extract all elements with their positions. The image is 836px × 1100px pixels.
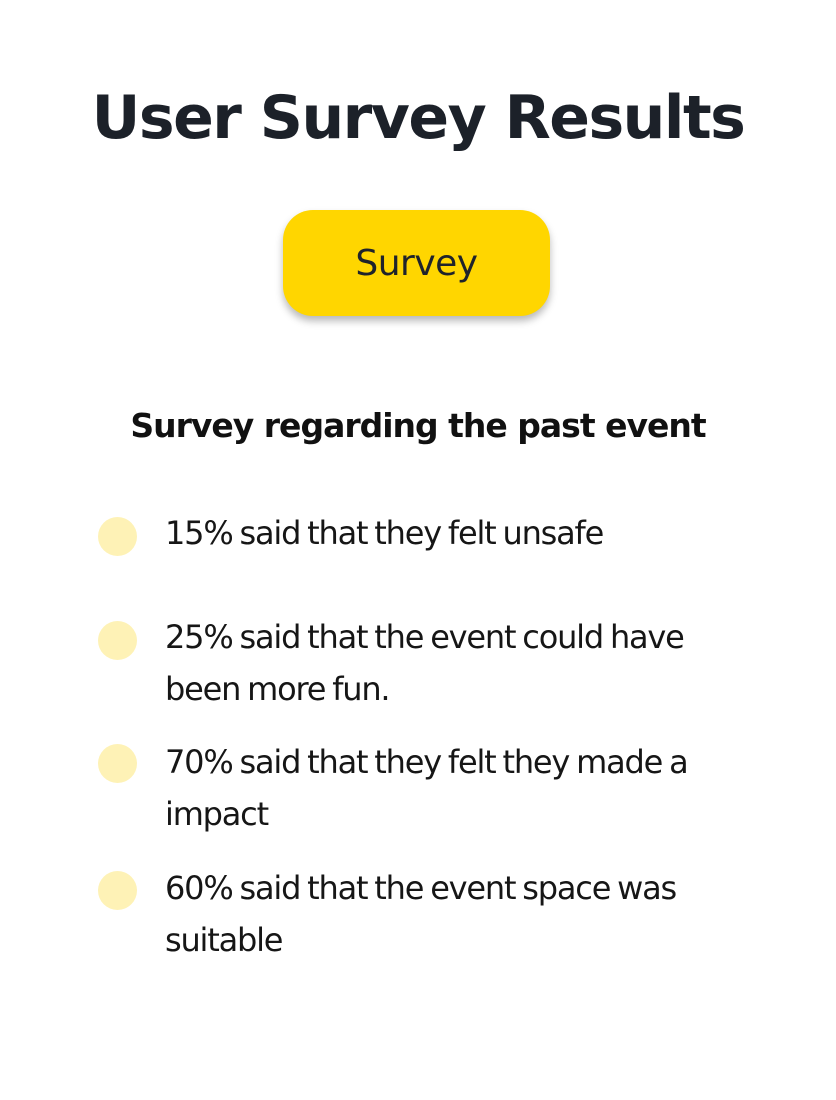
bullet-dot-icon bbox=[98, 871, 137, 910]
result-text: 15% said that they felt unsafe bbox=[165, 514, 604, 552]
result-text: 25% said that the event could have been … bbox=[165, 618, 685, 708]
result-text: 70% said that they felt they made a impa… bbox=[165, 743, 689, 833]
section-heading: Survey regarding the past event bbox=[130, 406, 706, 445]
bullet-dot-icon bbox=[98, 517, 137, 556]
list-item: 15% said that they felt unsafe bbox=[96, 507, 776, 617]
bullet-dot-icon bbox=[98, 621, 137, 660]
survey-button-label: Survey bbox=[355, 242, 478, 284]
page-title: User Survey Results bbox=[91, 83, 746, 153]
list-item: 25% said that the event could have been … bbox=[96, 611, 776, 721]
bullet-dot-icon bbox=[98, 744, 137, 783]
result-text: 60% said that the event space was suitab… bbox=[165, 869, 677, 959]
survey-button[interactable]: Survey bbox=[283, 210, 550, 316]
list-item: 70% said that they felt they made a impa… bbox=[96, 736, 776, 846]
list-item: 60% said that the event space was suitab… bbox=[96, 862, 776, 972]
